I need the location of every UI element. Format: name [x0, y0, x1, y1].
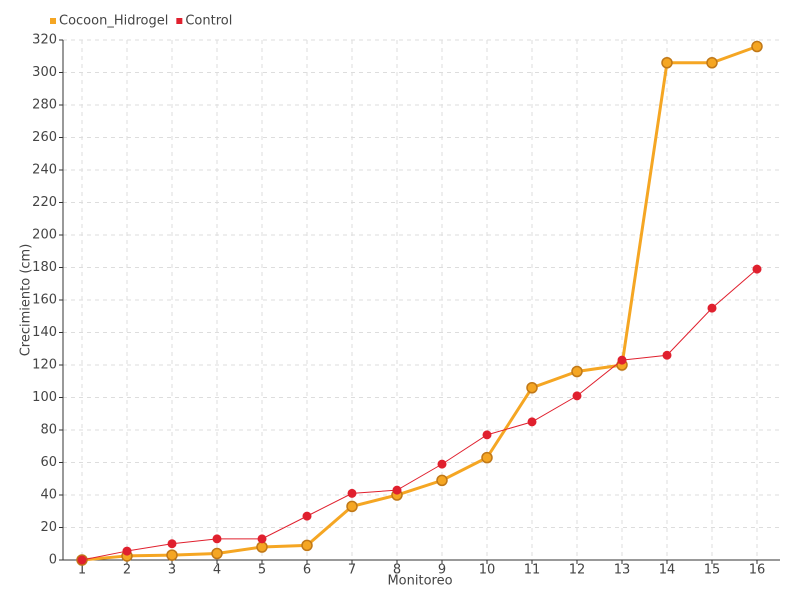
data-point [617, 355, 627, 365]
y-tick-label: 60 [40, 455, 57, 470]
data-point [347, 488, 357, 498]
x-tick-label: 7 [348, 563, 356, 578]
x-tick-label: 4 [213, 563, 221, 578]
data-point [122, 546, 132, 556]
y-tick-label: 160 [32, 293, 57, 308]
data-point [212, 534, 222, 544]
legend-label: Control [185, 14, 232, 29]
data-point [257, 534, 267, 544]
data-point [302, 511, 312, 521]
y-tick-label: 20 [40, 520, 57, 535]
y-tick-label: 120 [32, 358, 57, 373]
y-tick-label: 80 [40, 423, 57, 438]
data-point [167, 539, 177, 549]
x-tick-label: 6 [303, 563, 311, 578]
data-point [77, 555, 87, 565]
legend-marker [176, 18, 183, 24]
data-point [572, 391, 582, 401]
x-tick-label: 5 [258, 563, 266, 578]
y-tick-label: 100 [32, 390, 57, 405]
data-point [526, 382, 538, 394]
series-line [81, 268, 758, 561]
x-tick-label: 8 [393, 563, 401, 578]
y-tick-label: 260 [32, 130, 57, 145]
data-point [752, 264, 762, 274]
data-point [481, 451, 493, 464]
y-tick-label: 320 [32, 33, 57, 48]
x-tick-label: 3 [168, 563, 176, 578]
x-tick-label: 1 [78, 563, 86, 578]
series-line [81, 45, 758, 562]
data-point [751, 40, 763, 53]
x-tick-label: 11 [524, 563, 541, 578]
x-tick-label: 2 [123, 563, 131, 578]
data-point [482, 430, 492, 440]
y-tick-label: 200 [32, 228, 57, 243]
legend-label: Cocoon_Hidrogel [59, 14, 168, 29]
data-point [661, 57, 673, 69]
data-point [211, 547, 223, 560]
data-point [301, 539, 313, 552]
legend-marker [50, 18, 56, 24]
x-axis-label: Monitoreo [387, 574, 452, 589]
data-point [436, 474, 448, 487]
y-tick-label: 300 [32, 65, 57, 80]
x-tick-label: 13 [614, 563, 631, 578]
data-point [706, 57, 718, 69]
x-tick-label: 12 [569, 563, 586, 578]
y-tick-label: 0 [49, 553, 57, 568]
y-tick-label: 180 [32, 260, 57, 275]
data-point [571, 365, 583, 378]
y-tick-label: 280 [32, 98, 57, 113]
data-point [437, 459, 447, 469]
x-tick-label: 9 [438, 563, 446, 578]
y-tick-label: 220 [32, 195, 57, 210]
x-tick-label: 16 [749, 563, 766, 578]
data-point [662, 350, 672, 360]
y-tick-label: 240 [32, 163, 57, 178]
data-point [256, 541, 268, 553]
y-tick-label: 140 [32, 325, 57, 340]
x-tick-label: 14 [659, 563, 676, 578]
data-point [707, 303, 717, 313]
x-tick-label: 10 [479, 563, 496, 578]
y-axis-label: Crecimiento (cm) [19, 244, 34, 357]
data-point [392, 485, 402, 495]
data-point [527, 417, 537, 427]
x-tick-label: 15 [704, 563, 721, 578]
data-point [166, 549, 178, 561]
y-tick-label: 40 [40, 488, 57, 503]
data-point [346, 500, 358, 513]
